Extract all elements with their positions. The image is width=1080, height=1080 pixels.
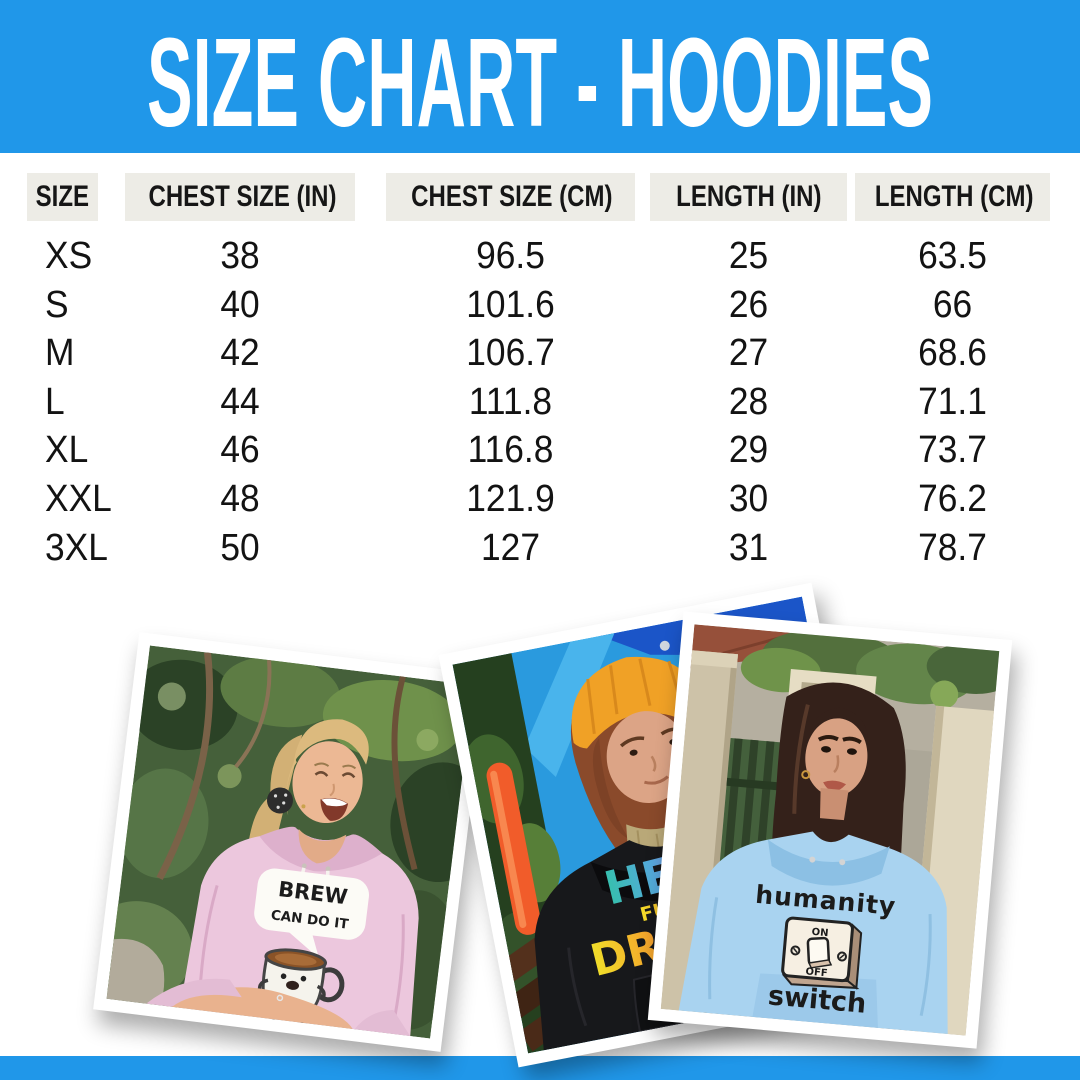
switch-on-label: ON <box>811 927 829 939</box>
photo-pink-hoodie: BREW CAN DO IT <box>93 632 487 1052</box>
cell-size: XS <box>45 235 93 277</box>
cell-chest-cm: 116.8 <box>467 429 554 471</box>
cell-chest-cm: 111.8 <box>468 381 553 423</box>
cell-length-in: 28 <box>728 381 769 423</box>
cell-length-in: 30 <box>728 478 769 520</box>
cell-chest-cm: 106.7 <box>466 332 555 374</box>
col-header-chest-in: CHEST SIZE (IN) <box>125 173 355 221</box>
cell-chest-cm: 127 <box>481 527 540 569</box>
cell-length-in: 25 <box>728 235 769 277</box>
cell-length-in: 26 <box>728 284 769 326</box>
blue-hoodie-scene: humanity ON OFF switch <box>660 624 1000 1036</box>
switch-off-label: OFF <box>805 966 828 979</box>
pink-hoodie-scene: BREW CAN DO IT <box>106 645 474 1039</box>
cell-chest-in: 48 <box>220 478 260 520</box>
col-header-length-in: LENGTH (IN) <box>650 173 847 221</box>
table-row-xxl: XXL 48 121.9 30 76.2 <box>0 475 1080 523</box>
table-row-xs: XS 38 96.5 25 63.5 <box>0 232 1080 280</box>
cell-size: XXL <box>45 478 112 520</box>
cell-chest-cm: 121.9 <box>466 478 555 520</box>
page-title: SIZE CHART - HOODIES <box>147 12 933 153</box>
cell-size: M <box>45 332 75 374</box>
concrete-pillar <box>660 650 738 1013</box>
cell-size: S <box>45 284 69 326</box>
photo-blue-hoodie: humanity ON OFF switch <box>647 611 1013 1049</box>
cell-size: 3XL <box>45 527 108 569</box>
cell-length-cm: 78.7 <box>918 527 987 569</box>
cell-length-cm: 76.2 <box>918 478 987 520</box>
hoop-earring <box>801 770 811 780</box>
header-banner: SIZE CHART - HOODIES <box>0 0 1080 153</box>
col-header-chest-cm: CHEST SIZE (CM) <box>386 173 635 221</box>
table-row-m: M 42 106.7 27 68.6 <box>0 329 1080 377</box>
cell-length-cm: 73.7 <box>918 429 987 471</box>
header-banner-art: SIZE CHART - HOODIES <box>147 12 933 153</box>
col-header-size: SIZE <box>27 173 98 221</box>
cell-chest-cm: 101.6 <box>466 284 555 326</box>
cell-length-cm: 63.5 <box>918 235 987 277</box>
cell-chest-in: 44 <box>220 381 260 423</box>
cell-size: L <box>45 381 65 423</box>
cell-chest-in: 46 <box>220 429 260 471</box>
cell-chest-cm: 96.5 <box>476 235 545 277</box>
cell-length-in: 29 <box>728 429 769 471</box>
cell-chest-in: 38 <box>220 235 260 277</box>
cell-length-cm: 66 <box>932 284 973 326</box>
table-row-s: S 40 101.6 26 66 <box>0 281 1080 329</box>
humanity-switch-graphic: humanity ON OFF switch <box>754 880 897 1020</box>
table-row-xl: XL 46 116.8 29 73.7 <box>0 426 1080 474</box>
beanie-hat <box>571 656 705 749</box>
table-row-l: L 44 111.8 28 71.1 <box>0 378 1080 426</box>
cell-size: XL <box>45 429 89 471</box>
cell-length-in: 31 <box>728 527 769 569</box>
light-switch-icon: ON OFF <box>781 916 863 990</box>
table-row-3xl: 3XL 50 127 31 78.7 <box>0 524 1080 572</box>
size-table: SIZE CHEST SIZE (IN) CHEST SIZE (CM) LEN… <box>0 173 1080 572</box>
col-header-length-cm: LENGTH (CM) <box>855 173 1050 221</box>
cell-length-cm: 71.1 <box>918 381 987 423</box>
cell-chest-in: 40 <box>220 284 260 326</box>
cell-length-in: 27 <box>728 332 769 374</box>
cell-chest-in: 42 <box>220 332 260 374</box>
cell-length-cm: 68.6 <box>918 332 987 374</box>
cell-chest-in: 50 <box>220 527 260 569</box>
speech-bubble: BREW CAN DO IT <box>254 868 370 959</box>
